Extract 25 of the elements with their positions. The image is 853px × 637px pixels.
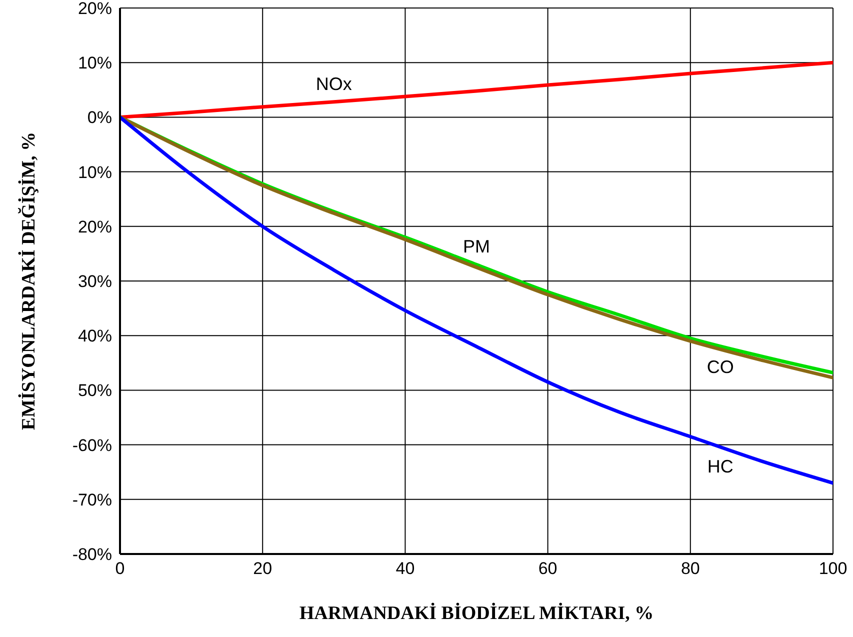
x-tick-label: 40 bbox=[396, 559, 415, 578]
y-tick-label: 50% bbox=[78, 381, 112, 400]
x-tick-label: 20 bbox=[253, 559, 272, 578]
x-tick-label: 100 bbox=[818, 559, 848, 578]
y-tick-label: 30% bbox=[78, 272, 112, 292]
x-tick-label: 80 bbox=[680, 559, 700, 578]
y-tick-label: 10% bbox=[78, 54, 112, 73]
x-tick-label: 0 bbox=[115, 559, 125, 578]
series-label: CO bbox=[706, 357, 734, 378]
y-tick-label: -80% bbox=[72, 545, 112, 564]
x-tick-label: 60 bbox=[538, 559, 558, 578]
y-tick-label: 20% bbox=[78, 217, 112, 236]
line-series bbox=[120, 60, 833, 119]
y-tick-label: 0% bbox=[87, 108, 112, 128]
y-tick-label: -60% bbox=[72, 436, 112, 455]
y-axis-title: EMİSYONLARDAKİ DEĞİŞİM, % bbox=[18, 132, 40, 430]
series-label: PM bbox=[463, 236, 490, 257]
y-tick-label: 10% bbox=[78, 162, 112, 182]
y-tick-label: 40% bbox=[78, 326, 112, 346]
line-series bbox=[120, 115, 833, 485]
x-axis-title: HARMANDAKİ BİODİZEL MİKTARI, % bbox=[299, 602, 654, 624]
y-tick-label: -70% bbox=[72, 490, 112, 510]
series-label: NOx bbox=[316, 74, 352, 94]
y-tick-label: 20% bbox=[78, 0, 112, 18]
series-label: HC bbox=[707, 456, 734, 477]
